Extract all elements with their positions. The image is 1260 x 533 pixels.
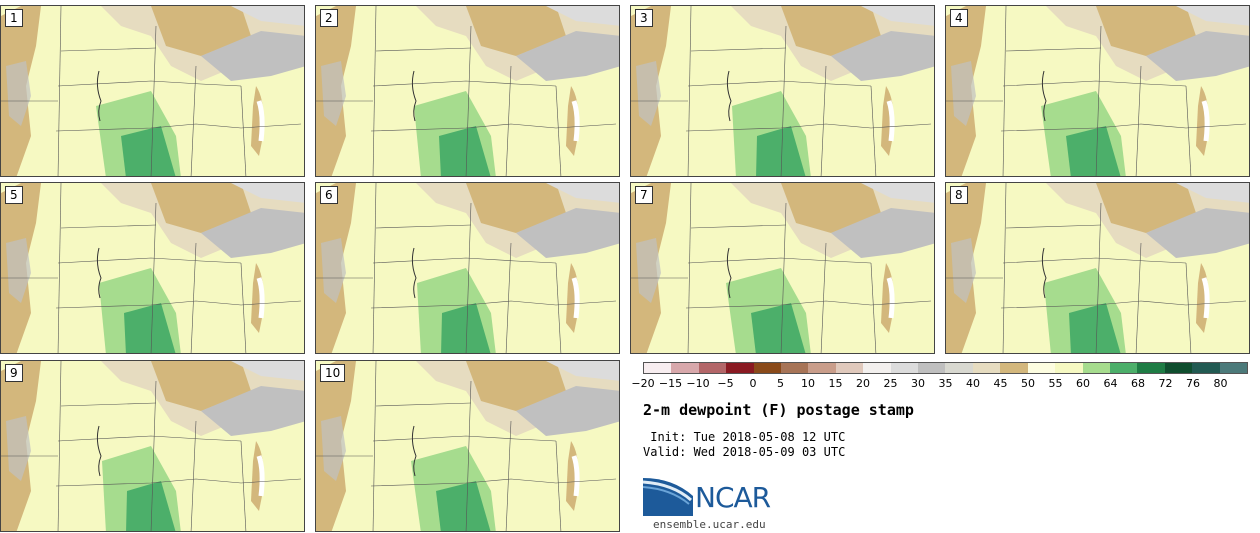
colorbar-swatch — [726, 363, 754, 373]
map-panel: 6 — [315, 182, 620, 354]
logo-text: NCAR — [695, 481, 771, 514]
colorbar-tick-label: 60 — [1076, 377, 1090, 390]
website-url[interactable]: ensemble.ucar.edu — [653, 518, 766, 531]
colorbar-swatch — [1000, 363, 1028, 373]
colorbar-swatch — [1027, 363, 1056, 373]
panel-number: 6 — [320, 186, 338, 204]
colorbar-tick-label: 50 — [1021, 377, 1035, 390]
colorbar-tick-label: −5 — [717, 377, 734, 390]
dewpoint-map — [316, 361, 619, 531]
map-panel: 2 — [315, 5, 620, 177]
colorbar-swatch — [753, 363, 782, 373]
panel-number: 3 — [635, 9, 653, 27]
panel-number: 7 — [635, 186, 653, 204]
colorbar-tick-label: 15 — [828, 377, 843, 390]
colorbar-tick-label: 55 — [1048, 377, 1063, 390]
colorbar-swatch — [781, 363, 809, 373]
map-panel: 10 — [315, 360, 620, 532]
colorbar-ticks: −20 −15 −10 −5 0 5 10 15 20 25 30 35 40 45 50 55 60 64 68 7… — [631, 377, 1248, 393]
panel-number: 9 — [5, 364, 23, 382]
colorbar-swatch — [890, 363, 919, 373]
colorbar-tick-label: 0 — [749, 377, 757, 390]
colorbar-tick-label: 80 — [1213, 377, 1228, 390]
colorbar-swatch — [835, 363, 864, 373]
map-panel: 5 — [0, 182, 305, 354]
map-panel: 9 — [0, 360, 305, 532]
colorbar-swatch — [918, 363, 946, 373]
dewpoint-map — [1, 361, 304, 531]
colorbar-tick-label: 35 — [938, 377, 953, 390]
colorbar-tick-label: 10 — [801, 377, 815, 390]
colorbar-tick-label: 72 — [1158, 377, 1173, 390]
init-time: Init: Tue 2018-05-08 12 UTC — [643, 430, 846, 444]
map-panel: 8 — [945, 182, 1250, 354]
dewpoint-map — [946, 6, 1249, 176]
colorbar-swatch — [945, 363, 973, 373]
colorbar — [643, 362, 1248, 374]
panel-number: 5 — [5, 186, 23, 204]
chart-title: 2-m dewpoint (F) postage stamp — [643, 401, 914, 419]
colorbar-tick-label: 20 — [856, 377, 870, 390]
colorbar-tick-label: 76 — [1186, 377, 1200, 390]
colorbar-tick-label: −20 — [631, 377, 655, 390]
panel-number: 1 — [5, 9, 23, 27]
map-panel: 3 — [630, 5, 935, 177]
map-panel: 7 — [630, 182, 935, 354]
dewpoint-map — [1, 6, 304, 176]
colorbar-tick-label: 25 — [883, 377, 898, 390]
colorbar-tick-label: 45 — [993, 377, 1008, 390]
colorbar-swatch — [644, 363, 672, 373]
colorbar-tick-label: 40 — [966, 377, 980, 390]
dewpoint-map — [1, 183, 304, 353]
dewpoint-map — [316, 183, 619, 353]
colorbar-swatch — [1137, 363, 1165, 373]
colorbar-swatch — [1164, 363, 1193, 373]
colorbar-swatch — [972, 363, 1001, 373]
panel-number: 2 — [320, 9, 338, 27]
panel-number: 4 — [950, 9, 968, 27]
dewpoint-map — [946, 183, 1249, 353]
panel-number: 8 — [950, 186, 968, 204]
colorbar-swatch — [1109, 363, 1138, 373]
colorbar-swatch — [1055, 363, 1083, 373]
colorbar-swatch — [698, 363, 727, 373]
colorbar-tick-label: 64 — [1103, 377, 1118, 390]
colorbar-swatch — [1082, 363, 1110, 373]
colorbar-swatch — [808, 363, 836, 373]
colorbar-tick-label: 30 — [911, 377, 925, 390]
valid-time: Valid: Wed 2018-05-09 03 UTC — [643, 445, 846, 459]
colorbar-swatch — [1219, 363, 1247, 373]
ncar-logo-icon — [643, 478, 693, 516]
dewpoint-map — [631, 183, 934, 353]
colorbar-swatch — [671, 363, 699, 373]
colorbar-swatch — [863, 363, 891, 373]
colorbar-tick-label: −10 — [686, 377, 710, 390]
dewpoint-map — [316, 6, 619, 176]
colorbar-tick-label: 68 — [1131, 377, 1145, 390]
colorbar-swatch — [1192, 363, 1220, 373]
panel-number: 10 — [320, 364, 346, 382]
map-panel: 4 — [945, 5, 1250, 177]
colorbar-tick-label: 5 — [777, 377, 784, 390]
dewpoint-map — [631, 6, 934, 176]
colorbar-tick-label: −15 — [658, 377, 683, 390]
map-panel: 1 — [0, 5, 305, 177]
